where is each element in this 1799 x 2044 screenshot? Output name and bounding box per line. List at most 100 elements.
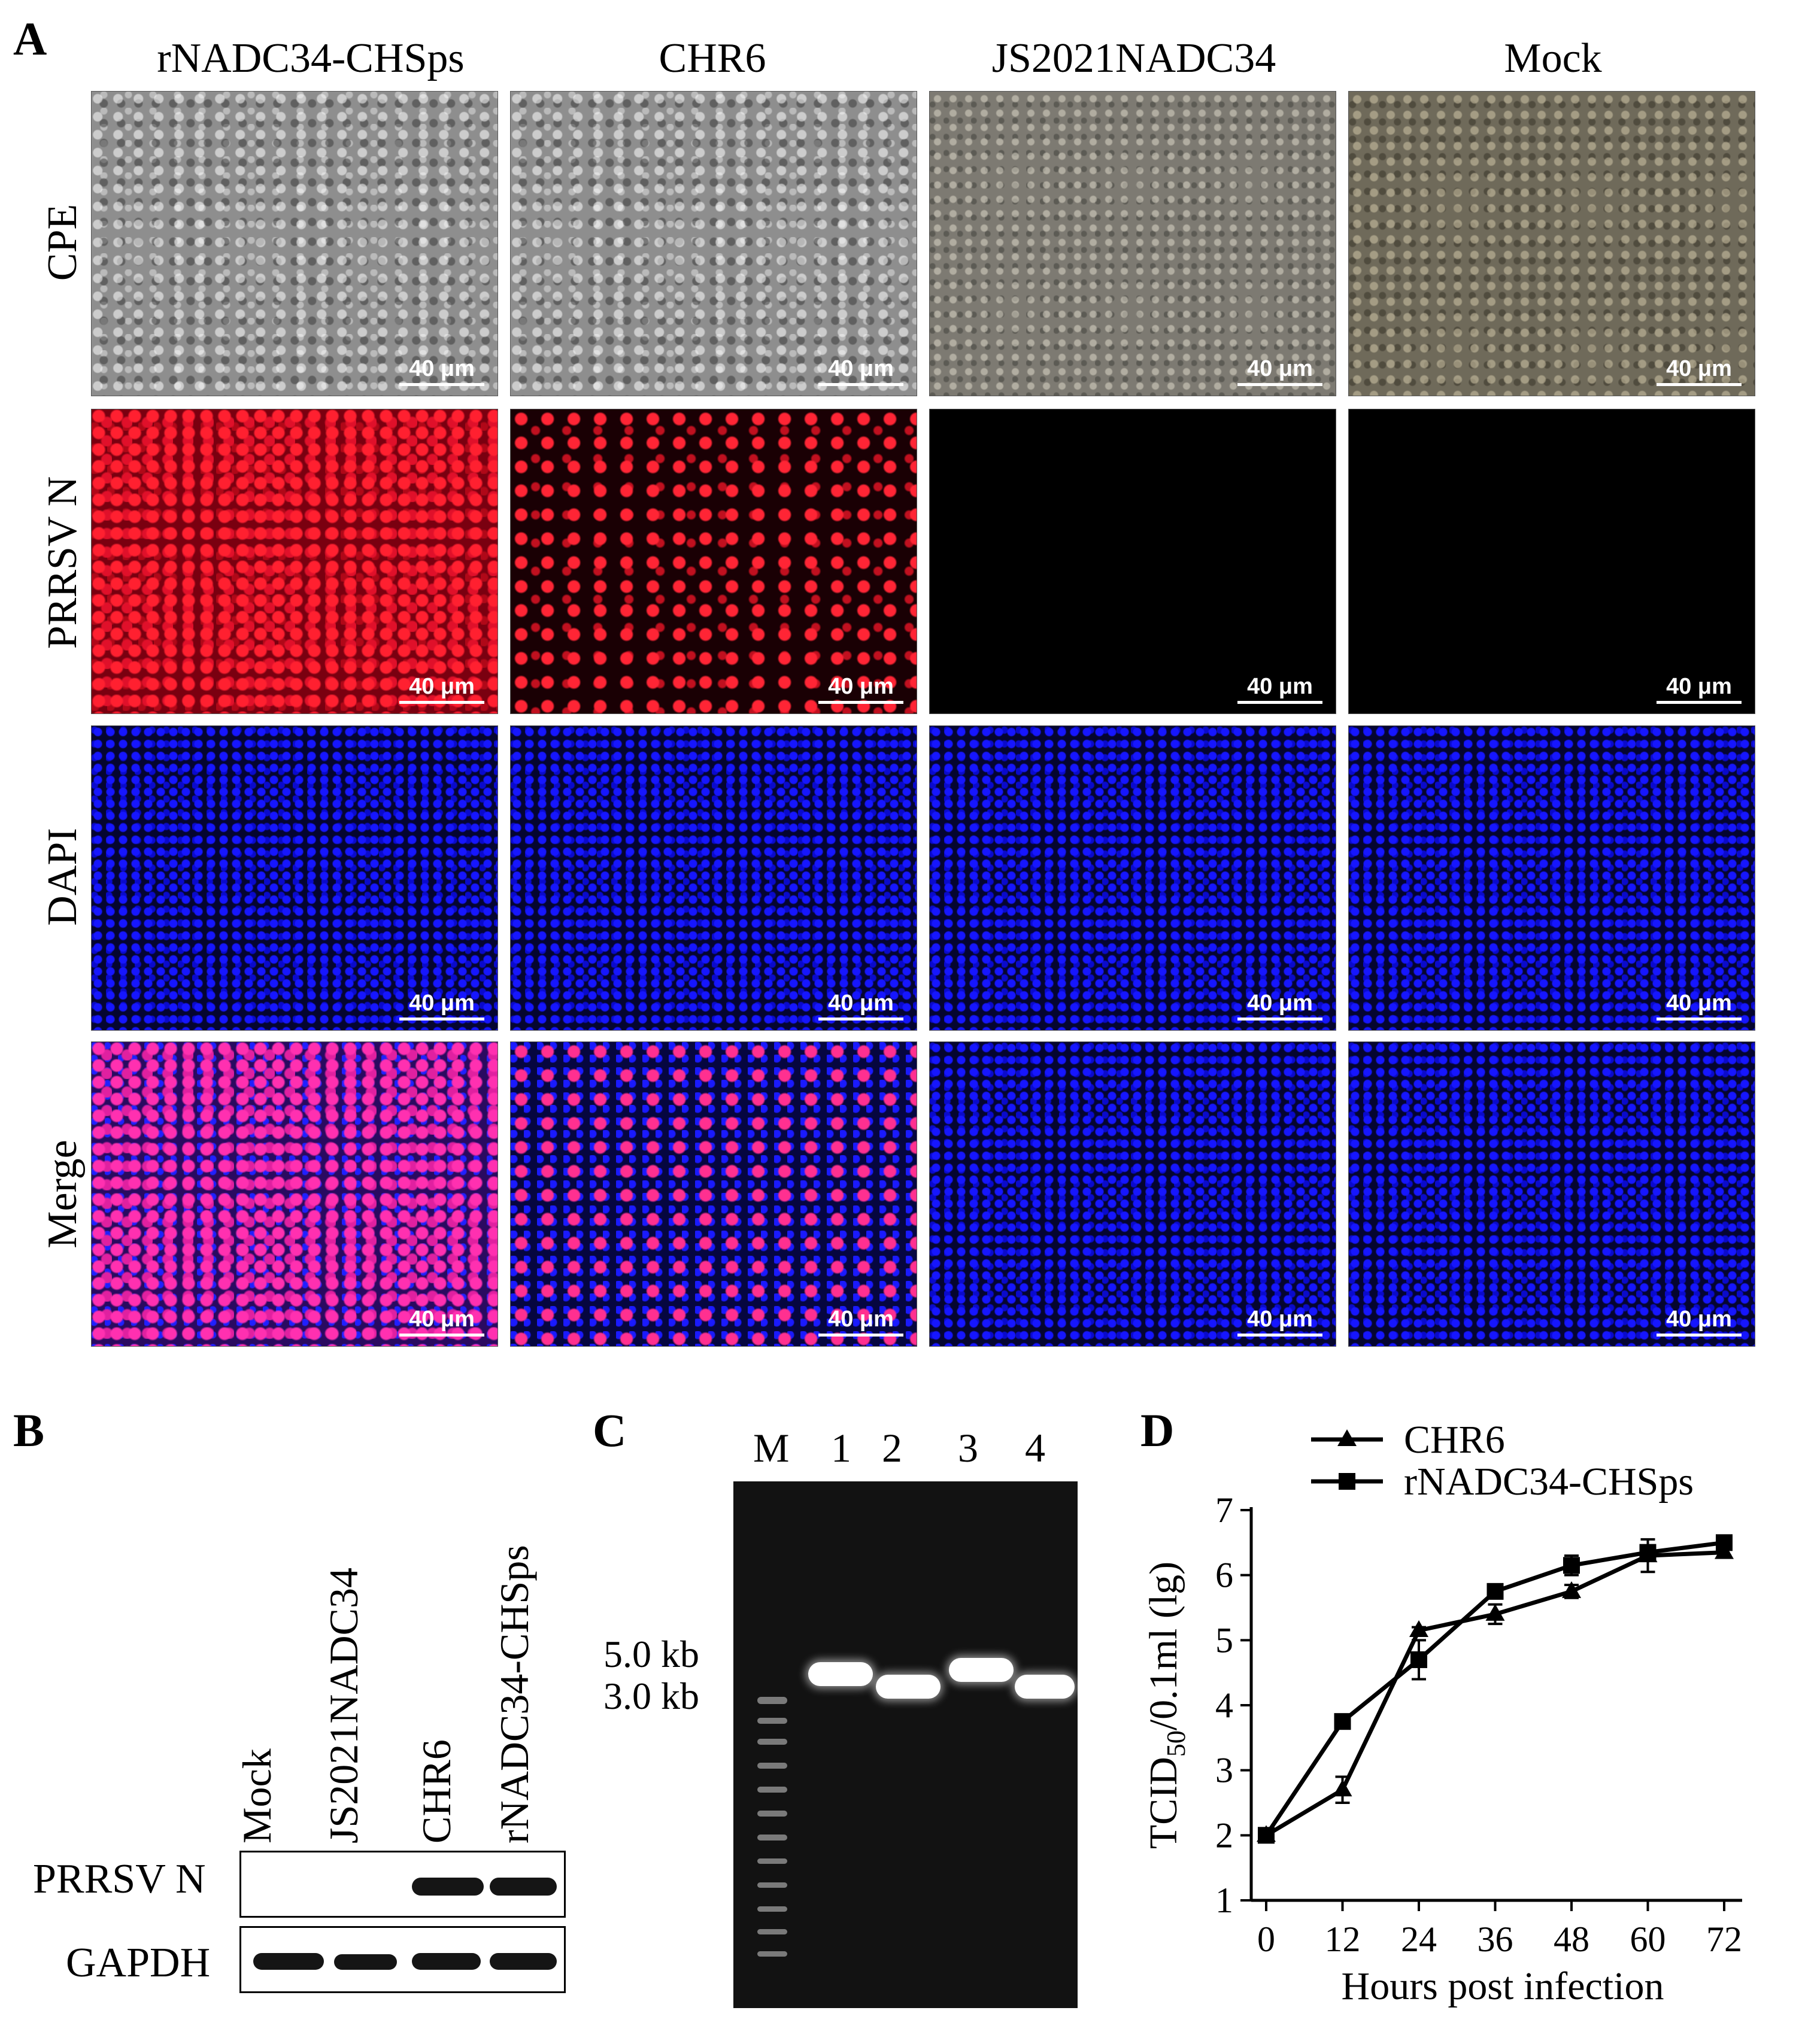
- panel-label-d: D: [1140, 1404, 1175, 1456]
- scale-bar: 40 μm: [1237, 674, 1322, 704]
- ladder-band: [757, 1882, 787, 1888]
- data-point-triangle: [1333, 1779, 1352, 1797]
- y-tick-label: 7: [1215, 1490, 1233, 1530]
- scale-bar: 40 μm: [818, 1307, 903, 1337]
- panel-label-a: A: [13, 13, 47, 65]
- micrograph-prrsv-n-rnadc34: 40 μm: [91, 409, 498, 714]
- x-axis-label: Hours post infection: [1342, 1964, 1664, 2008]
- ladder-band: [757, 1787, 787, 1793]
- micrograph-cpe-rnadc34: 40 μm: [91, 91, 498, 396]
- gel-band-lane-4: [1015, 1675, 1075, 1699]
- scale-bar: 40 μm: [1237, 991, 1322, 1021]
- data-point-square: [1486, 1583, 1504, 1600]
- micrograph-prrsv-n-js2021: 40 μm: [929, 409, 1336, 714]
- gel-lane-label-1: 1: [831, 1425, 851, 1471]
- scale-bar: 40 μm: [399, 674, 484, 704]
- blot-band: [253, 1953, 324, 1970]
- column-title-chr6: CHR6: [659, 35, 766, 81]
- ladder-band: [757, 1697, 787, 1704]
- data-point-triangle: [1562, 1581, 1581, 1598]
- panel-label-b: B: [13, 1404, 45, 1456]
- gel-image: [733, 1481, 1078, 2008]
- blot-band: [412, 1953, 481, 1970]
- x-tick-label: 72: [1706, 1920, 1742, 1959]
- blot-band: [334, 1954, 397, 1970]
- scale-bar: 40 μm: [818, 991, 903, 1021]
- data-point-triangle: [1409, 1620, 1428, 1638]
- x-tick-label: 12: [1325, 1920, 1361, 1959]
- micrograph-cpe-mock: 40 μm: [1348, 91, 1755, 396]
- row-label-prrsv-n: PRRSV N: [40, 476, 86, 649]
- blot-band: [412, 1878, 484, 1896]
- gel-marker-5kb: 5.0 kb: [603, 1633, 699, 1675]
- row-label-cpe: CPE: [40, 204, 86, 281]
- blot-row-label-prrsv-n: PRRSV N: [33, 1856, 206, 1902]
- y-tick-label: 2: [1215, 1815, 1233, 1855]
- scale-bar: 40 μm: [1237, 356, 1322, 386]
- ladder-band: [757, 1811, 787, 1817]
- y-tick-label: 1: [1215, 1881, 1233, 1920]
- micrograph-merge-mock: 40 μm: [1348, 1041, 1755, 1347]
- scale-bar: 40 μm: [399, 991, 484, 1021]
- row-label-dapi: DAPI: [40, 828, 86, 926]
- y-tick-label: 5: [1215, 1620, 1233, 1660]
- scale-bar: 40 μm: [818, 674, 903, 704]
- micrograph-merge-rnadc34: 40 μm: [91, 1041, 498, 1347]
- legend-marker-triangle: [1337, 1429, 1357, 1446]
- gel-lane-label-2: 2: [882, 1425, 902, 1471]
- scale-bar: 40 μm: [1237, 1307, 1322, 1337]
- panel-label-c: C: [593, 1404, 627, 1456]
- x-tick-label: 0: [1257, 1920, 1275, 1959]
- ladder-band: [757, 1763, 787, 1769]
- micrograph-merge-js2021: 40 μm: [929, 1041, 1336, 1347]
- blot-row-label-gapdh: GAPDH: [66, 1940, 211, 1986]
- ladder-band: [757, 1906, 787, 1912]
- y-axis-label-subscript: 50: [1161, 1730, 1191, 1757]
- x-tick-label: 48: [1554, 1920, 1589, 1959]
- data-point-square: [1334, 1713, 1351, 1730]
- data-point-square: [1639, 1544, 1657, 1561]
- lane-label-js2021: JS2021NADC34: [321, 1568, 366, 1843]
- micrograph-cpe-js2021: 40 μm: [929, 91, 1336, 396]
- scale-bar: 40 μm: [1657, 356, 1742, 386]
- gel-lane-label-4: 4: [1025, 1425, 1045, 1471]
- row-label-merge: Merge: [40, 1140, 86, 1249]
- legend-marker-square: [1339, 1473, 1355, 1490]
- ladder-band: [757, 1929, 787, 1934]
- blot-band: [490, 1953, 557, 1970]
- ladder-band: [757, 1739, 787, 1745]
- blot-band: [490, 1878, 557, 1896]
- gel-band-lane-1: [808, 1662, 873, 1686]
- ladder-band: [757, 1718, 787, 1724]
- legend-label: rNADC34-CHSps: [1404, 1460, 1694, 1504]
- ladder-band: [757, 1835, 787, 1840]
- column-title-mock: Mock: [1504, 35, 1602, 81]
- blot-gapdh: [239, 1926, 566, 1993]
- column-title-rnadc34: rNADC34-CHSps: [157, 35, 465, 81]
- micrograph-prrsv-n-chr6: 40 μm: [510, 409, 917, 714]
- scale-bar: 40 μm: [818, 356, 903, 386]
- lane-label-chr6: CHR6: [414, 1739, 459, 1843]
- gel-band-lane-3: [949, 1658, 1014, 1682]
- y-axis-label-rest: /0.1ml (lg): [1142, 1562, 1185, 1730]
- scale-bar: 40 μm: [1657, 991, 1742, 1021]
- data-point-square: [1716, 1534, 1733, 1551]
- y-tick-label: 4: [1215, 1685, 1233, 1725]
- y-axis-label-main: TCID: [1142, 1757, 1185, 1849]
- micrograph-prrsv-n-mock: 40 μm: [1348, 409, 1755, 714]
- scale-bar: 40 μm: [399, 1307, 484, 1337]
- column-title-js2021: JS2021NADC34: [991, 35, 1276, 81]
- ladder-band: [757, 1858, 787, 1864]
- micrograph-dapi-rnadc34: 40 μm: [91, 725, 498, 1031]
- gel-lane-label-m: M: [753, 1425, 790, 1471]
- gel-lane-label-3: 3: [958, 1425, 978, 1471]
- x-tick-label: 60: [1630, 1920, 1666, 1959]
- x-tick-label: 24: [1401, 1920, 1437, 1959]
- data-point-triangle: [1485, 1603, 1505, 1621]
- lane-label-mock: Mock: [234, 1748, 280, 1843]
- data-point-square: [1563, 1557, 1580, 1574]
- y-tick-label: 3: [1215, 1751, 1233, 1790]
- scale-bar: 40 μm: [399, 356, 484, 386]
- y-axis-label: TCID50/0.1ml (lg): [1142, 1562, 1191, 1849]
